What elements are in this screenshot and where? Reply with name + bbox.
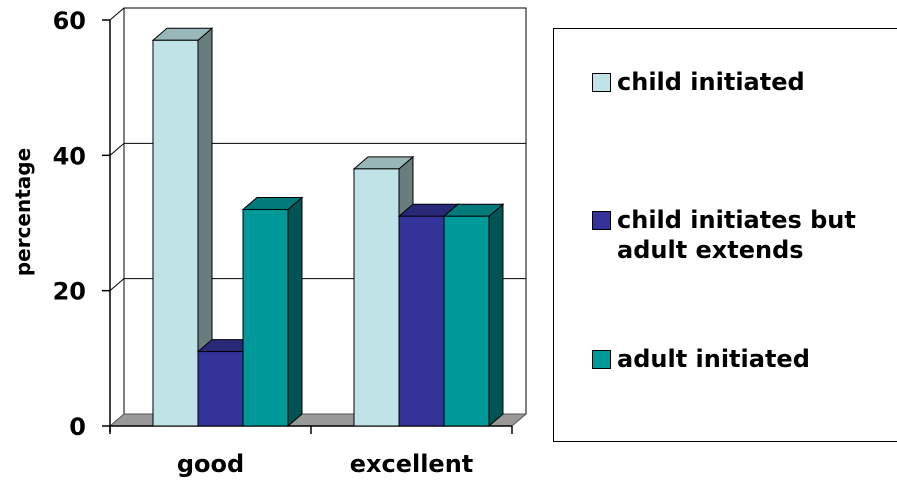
legend-swatch xyxy=(592,350,611,369)
x-category-labels: good excellent xyxy=(177,450,473,478)
x-category-label: good xyxy=(177,450,244,478)
legend-item: child initiated xyxy=(592,67,877,97)
bars xyxy=(151,27,505,428)
legend-item: adult initiated xyxy=(592,344,877,374)
bar-side xyxy=(287,196,303,428)
y-tick-labels: 0 20 40 60 xyxy=(53,7,86,441)
gridline-depth xyxy=(109,278,125,292)
bar-front xyxy=(443,215,490,427)
y-tick-label: 60 xyxy=(53,7,86,35)
legend-swatch xyxy=(592,211,611,230)
y-axis-top-depth xyxy=(109,7,125,21)
y-axis-label: percentage xyxy=(11,148,35,276)
legend-label: child initiated xyxy=(617,68,805,96)
legend-item: child initiates but adult extends xyxy=(592,205,877,265)
bar xyxy=(151,27,214,428)
bar-side xyxy=(488,203,504,428)
x-category-label: excellent xyxy=(350,450,474,478)
bar-front xyxy=(242,208,289,427)
legend: child initiated child initiates but adult… xyxy=(553,28,897,442)
bar-front xyxy=(197,351,244,427)
legend-label: adult initiated xyxy=(617,345,810,373)
bar-front xyxy=(353,168,400,427)
bar xyxy=(442,203,505,428)
bar xyxy=(241,196,304,428)
legend-label: child initiates but adult extends xyxy=(617,206,856,264)
y-tick-label: 40 xyxy=(53,142,86,170)
y-tick-label: 20 xyxy=(53,278,86,306)
gridline-depth xyxy=(109,142,125,156)
bar-front xyxy=(152,39,199,427)
legend-swatch xyxy=(592,73,611,92)
bar-front xyxy=(398,215,445,427)
y-tick-label: 0 xyxy=(69,413,86,441)
